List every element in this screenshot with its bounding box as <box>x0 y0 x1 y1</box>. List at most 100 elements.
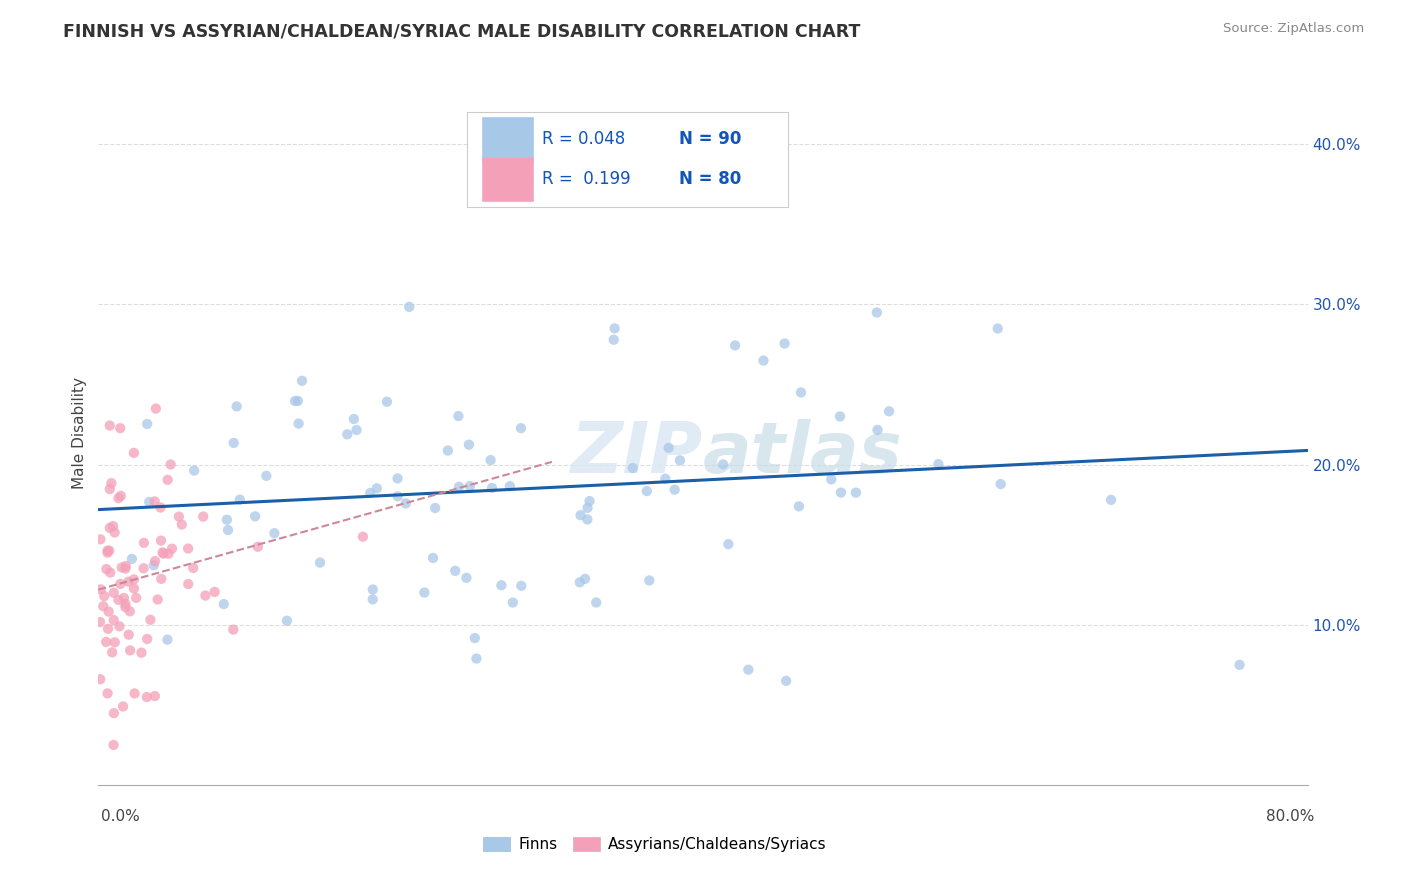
Text: ZIP: ZIP <box>571 419 703 488</box>
Point <box>602 333 624 347</box>
Point <box>152 547 174 561</box>
Point <box>89 533 111 547</box>
Point <box>229 492 252 507</box>
Point <box>510 421 533 435</box>
Point <box>91 599 114 614</box>
Text: R =  0.199: R = 0.199 <box>543 170 631 188</box>
Point <box>170 517 193 532</box>
Point <box>96 543 118 558</box>
Point <box>122 573 145 587</box>
Point <box>621 461 644 475</box>
Point <box>96 686 118 700</box>
Point <box>346 423 368 437</box>
Point <box>118 628 141 642</box>
Point <box>156 632 179 647</box>
Point <box>114 558 136 573</box>
Point <box>142 558 165 573</box>
Point <box>156 473 179 487</box>
Point <box>98 543 121 558</box>
Point <box>669 453 692 467</box>
Point <box>89 615 111 629</box>
Point <box>711 458 734 472</box>
Point <box>990 477 1012 491</box>
Point <box>136 632 159 646</box>
Point <box>222 436 245 450</box>
Point <box>287 417 309 431</box>
Point <box>98 482 121 496</box>
Point <box>828 409 851 424</box>
Point <box>222 623 245 637</box>
Point <box>145 401 167 416</box>
Point <box>664 483 686 497</box>
Point <box>122 446 145 460</box>
Point <box>284 394 307 409</box>
Point <box>243 509 266 524</box>
Point <box>773 336 796 351</box>
Point <box>117 574 139 589</box>
Point <box>96 562 118 576</box>
Point <box>131 646 153 660</box>
Point <box>204 585 226 599</box>
Point <box>108 619 131 633</box>
Point <box>276 614 298 628</box>
Point <box>752 353 775 368</box>
Point <box>291 374 314 388</box>
Point <box>135 690 157 704</box>
Point <box>150 533 173 548</box>
Point <box>737 663 759 677</box>
Point <box>574 572 596 586</box>
Point <box>194 589 217 603</box>
Text: N = 80: N = 80 <box>679 170 741 188</box>
Point <box>160 541 183 556</box>
Point <box>89 672 111 686</box>
Point <box>212 597 235 611</box>
Point <box>444 564 467 578</box>
Point <box>112 591 135 605</box>
Point <box>107 592 129 607</box>
Point <box>193 509 215 524</box>
Point <box>624 161 647 176</box>
Text: N = 90: N = 90 <box>679 129 741 148</box>
Point <box>103 613 125 627</box>
Point <box>343 412 366 426</box>
Point <box>114 597 136 611</box>
Point <box>987 321 1010 335</box>
Legend: Finns, Assyrians/Chaldeans/Syriacs: Finns, Assyrians/Chaldeans/Syriacs <box>477 831 832 858</box>
Point <box>138 495 160 509</box>
Point <box>717 537 740 551</box>
Point <box>447 480 470 494</box>
Point <box>877 404 900 418</box>
Point <box>287 393 309 408</box>
Point <box>100 476 122 491</box>
Point <box>152 545 174 559</box>
Point <box>183 464 205 478</box>
Point <box>101 645 124 659</box>
Y-axis label: Male Disability: Male Disability <box>72 376 87 489</box>
Point <box>114 561 136 575</box>
Point <box>499 479 522 493</box>
Point <box>491 578 513 592</box>
Point <box>830 485 852 500</box>
Point <box>107 491 129 505</box>
Point <box>90 582 112 597</box>
Point <box>361 592 384 607</box>
Point <box>479 453 502 467</box>
Point <box>359 486 381 500</box>
Point <box>387 489 409 503</box>
Point <box>502 596 524 610</box>
Point <box>159 458 181 472</box>
Point <box>177 577 200 591</box>
Text: 0.0%: 0.0% <box>101 809 141 824</box>
Point <box>481 481 503 495</box>
Point <box>225 400 247 414</box>
Point <box>263 526 285 541</box>
Point <box>1229 657 1251 672</box>
Point <box>636 484 658 499</box>
FancyBboxPatch shape <box>467 112 787 207</box>
Point <box>104 635 127 649</box>
Point <box>150 572 173 586</box>
Point <box>177 541 200 556</box>
Point <box>157 547 180 561</box>
Point <box>110 577 132 591</box>
Point <box>136 417 159 431</box>
